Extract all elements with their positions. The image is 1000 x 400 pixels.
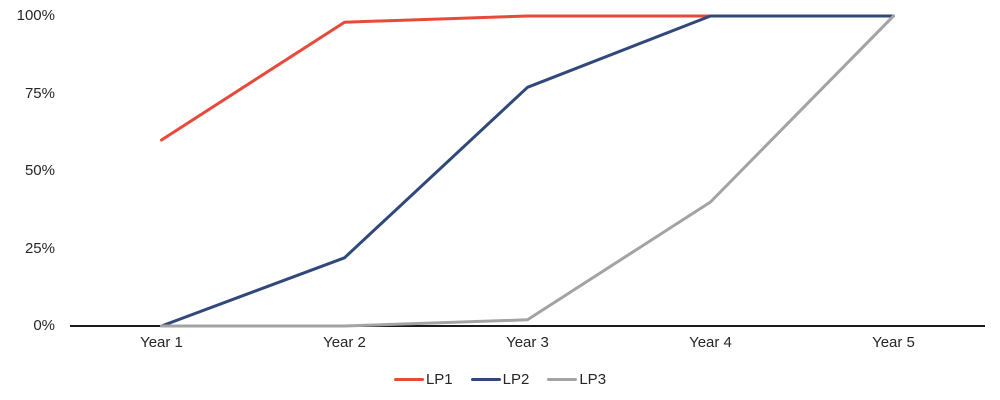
legend: LP1 LP2 LP3 [0, 369, 1000, 389]
legend-label-lp3: LP3 [579, 370, 607, 388]
y-axis-tick-50: 50% [24, 162, 55, 179]
y-axis-tick-25: 25% [24, 239, 55, 257]
series-line-lp2 [160, 14, 895, 328]
x-axis-label-year1: Year 1 [140, 334, 183, 351]
series-line-lp1 [160, 14, 895, 142]
legend-swatch-lp1-line [393, 377, 424, 381]
legend-item-lp3: LP3 [547, 371, 606, 388]
x-axis-label-year4: Year 4 [689, 334, 732, 351]
legend-label-lp1: LP1 [425, 370, 453, 388]
legend-swatch-lp2-line [470, 377, 501, 381]
legend-label-lp2: LP2 [502, 370, 530, 388]
series-line-lp3 [160, 14, 895, 328]
y-axis-tick-0: 0% [33, 317, 55, 334]
y-axis-tick-75: 75% [24, 84, 55, 102]
x-axis-label-year3: Year 3 [506, 334, 549, 351]
x-axis-label-year5: Year 5 [872, 334, 915, 351]
x-axis-label-year2: Year 2 [323, 334, 366, 351]
legend-item-lp2: LP2 [470, 370, 530, 388]
y-axis-tick-100: 100% [16, 7, 55, 24]
legend-swatch-lp3-line [547, 377, 578, 381]
legend-item-lp1: LP1 [393, 370, 453, 388]
